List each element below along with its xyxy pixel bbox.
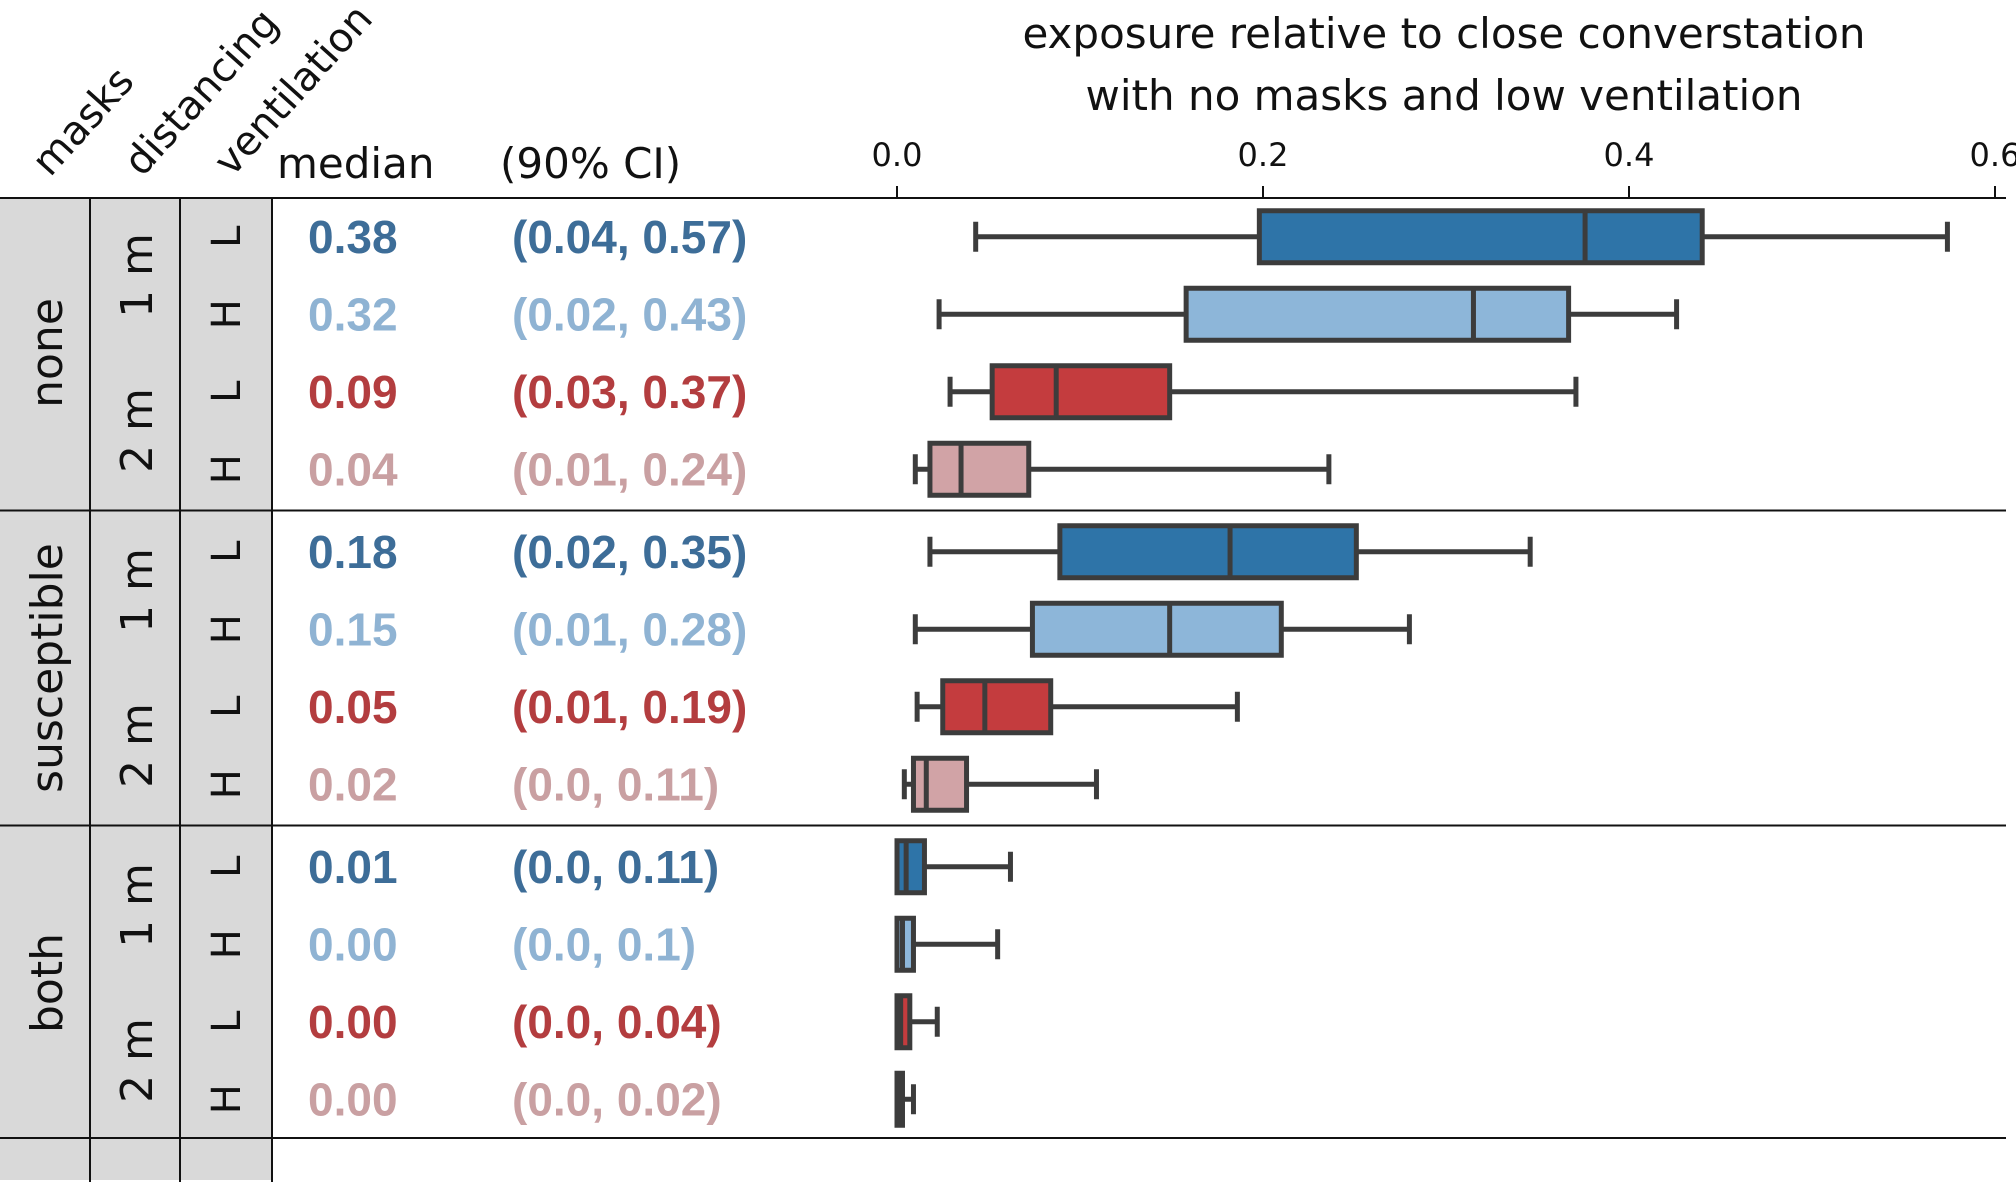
masks-column-bg: [0, 198, 90, 1180]
median-value: 0.00: [308, 1073, 398, 1125]
ventilation-label: H: [204, 299, 250, 329]
masks-header: masks: [23, 59, 143, 185]
masks-label: susceptible: [22, 543, 73, 793]
ventilation-column-bg: [180, 198, 272, 1180]
masks-label: both: [22, 933, 73, 1033]
median-value: 0.15: [308, 603, 398, 655]
ci-value: (0.01, 0.24): [512, 443, 747, 495]
masks-label: none: [22, 298, 73, 408]
chart-title-line-1: exposure relative to close converstation: [1022, 9, 1865, 58]
table-lines: [0, 198, 2006, 1182]
box-plot-row: [894, 993, 940, 1051]
ci-header: (90% CI): [500, 139, 681, 188]
label-columns-background: [0, 198, 272, 1180]
box-plot-row: [912, 440, 1332, 498]
box-plot-row: [927, 523, 1533, 581]
iqr-box: [1029, 600, 1284, 658]
distancing-label: 1 m: [112, 863, 163, 948]
ci-value: (0.01, 0.19): [512, 681, 747, 733]
median-value: 0.04: [308, 443, 398, 495]
iqr-box: [989, 363, 1173, 421]
box-plot-row: [901, 755, 1099, 813]
iqr-box: [940, 678, 1054, 736]
distancing-label: 1 m: [112, 548, 163, 633]
box-plot-row: [914, 678, 1240, 736]
median-value: 0.09: [308, 366, 398, 418]
distancing-label: 2 m: [112, 703, 163, 788]
ventilation-label: L: [204, 1010, 250, 1033]
median-value: 0.02: [308, 758, 398, 810]
median-value: 0.38: [308, 211, 398, 263]
median-value: 0.32: [308, 288, 398, 340]
median-value: 0.05: [308, 681, 398, 733]
ci-value: (0.0, 0.11): [512, 758, 719, 810]
median-value: 0.18: [308, 526, 398, 578]
ventilation-label: H: [204, 454, 250, 484]
x-tick-label: 0.6: [1970, 136, 2016, 174]
box-plot-row: [912, 600, 1412, 658]
ci-value: (0.0, 0.04): [512, 996, 722, 1048]
ventilation-label: L: [204, 855, 250, 878]
ventilation-label: L: [204, 225, 250, 248]
iqr-box: [1183, 285, 1572, 343]
ventilation-label: H: [204, 1084, 250, 1114]
x-axis: 0.0 0.2 0.4 0.6: [0, 136, 2016, 199]
distancing-label: 2 m: [112, 1018, 163, 1103]
x-tick-label: 0.0: [872, 136, 923, 174]
ci-value: (0.01, 0.28): [512, 603, 747, 655]
box-plot-row: [894, 915, 1001, 973]
ci-value: (0.0, 0.1): [512, 918, 696, 970]
header: masks distancing ventilation median (90%…: [23, 0, 1865, 188]
median-value: 0.00: [308, 918, 398, 970]
chart-title-line-2: with no masks and low ventilation: [1086, 71, 1803, 120]
median-value: 0.00: [308, 996, 398, 1048]
ci-value: (0.02, 0.35): [512, 526, 747, 578]
ventilation-label: L: [204, 695, 250, 718]
ventilation-label: H: [204, 929, 250, 959]
ventilation-label: L: [204, 380, 250, 403]
ci-value: (0.04, 0.57): [512, 211, 747, 263]
iqr-box: [927, 440, 1032, 498]
iqr-box: [894, 838, 927, 896]
x-tick-label: 0.4: [1604, 136, 1655, 174]
value-columns: 0.38 (0.04, 0.57) 0.32 (0.02, 0.43) 0.09 (0.0…: [308, 211, 747, 1126]
box-plot-row: [973, 208, 1950, 266]
median-header: median: [277, 139, 434, 188]
distancing-label: 2 m: [112, 388, 163, 473]
box-plot-row: [894, 1070, 916, 1128]
ventilation-label: H: [204, 769, 250, 799]
ci-value: (0.03, 0.37): [512, 366, 747, 418]
ventilation-label: L: [204, 540, 250, 563]
box-plot-row: [894, 838, 1013, 896]
box-plot-marks: [894, 208, 1950, 1128]
ci-value: (0.02, 0.43): [512, 288, 747, 340]
iqr-box: [894, 915, 916, 973]
x-tick-label: 0.2: [1238, 136, 1289, 174]
ci-value: (0.0, 0.02): [512, 1073, 722, 1125]
median-value: 0.01: [308, 841, 398, 893]
distancing-column-bg: [90, 198, 180, 1180]
box-plot-row: [936, 285, 1680, 343]
ci-value: (0.0, 0.11): [512, 841, 719, 893]
iqr-box: [1256, 208, 1705, 266]
ventilation-label: H: [204, 614, 250, 644]
iqr-box: [910, 755, 970, 813]
iqr-box: [1057, 523, 1359, 581]
distancing-label: 1 m: [112, 233, 163, 318]
box-plot-row: [947, 363, 1579, 421]
